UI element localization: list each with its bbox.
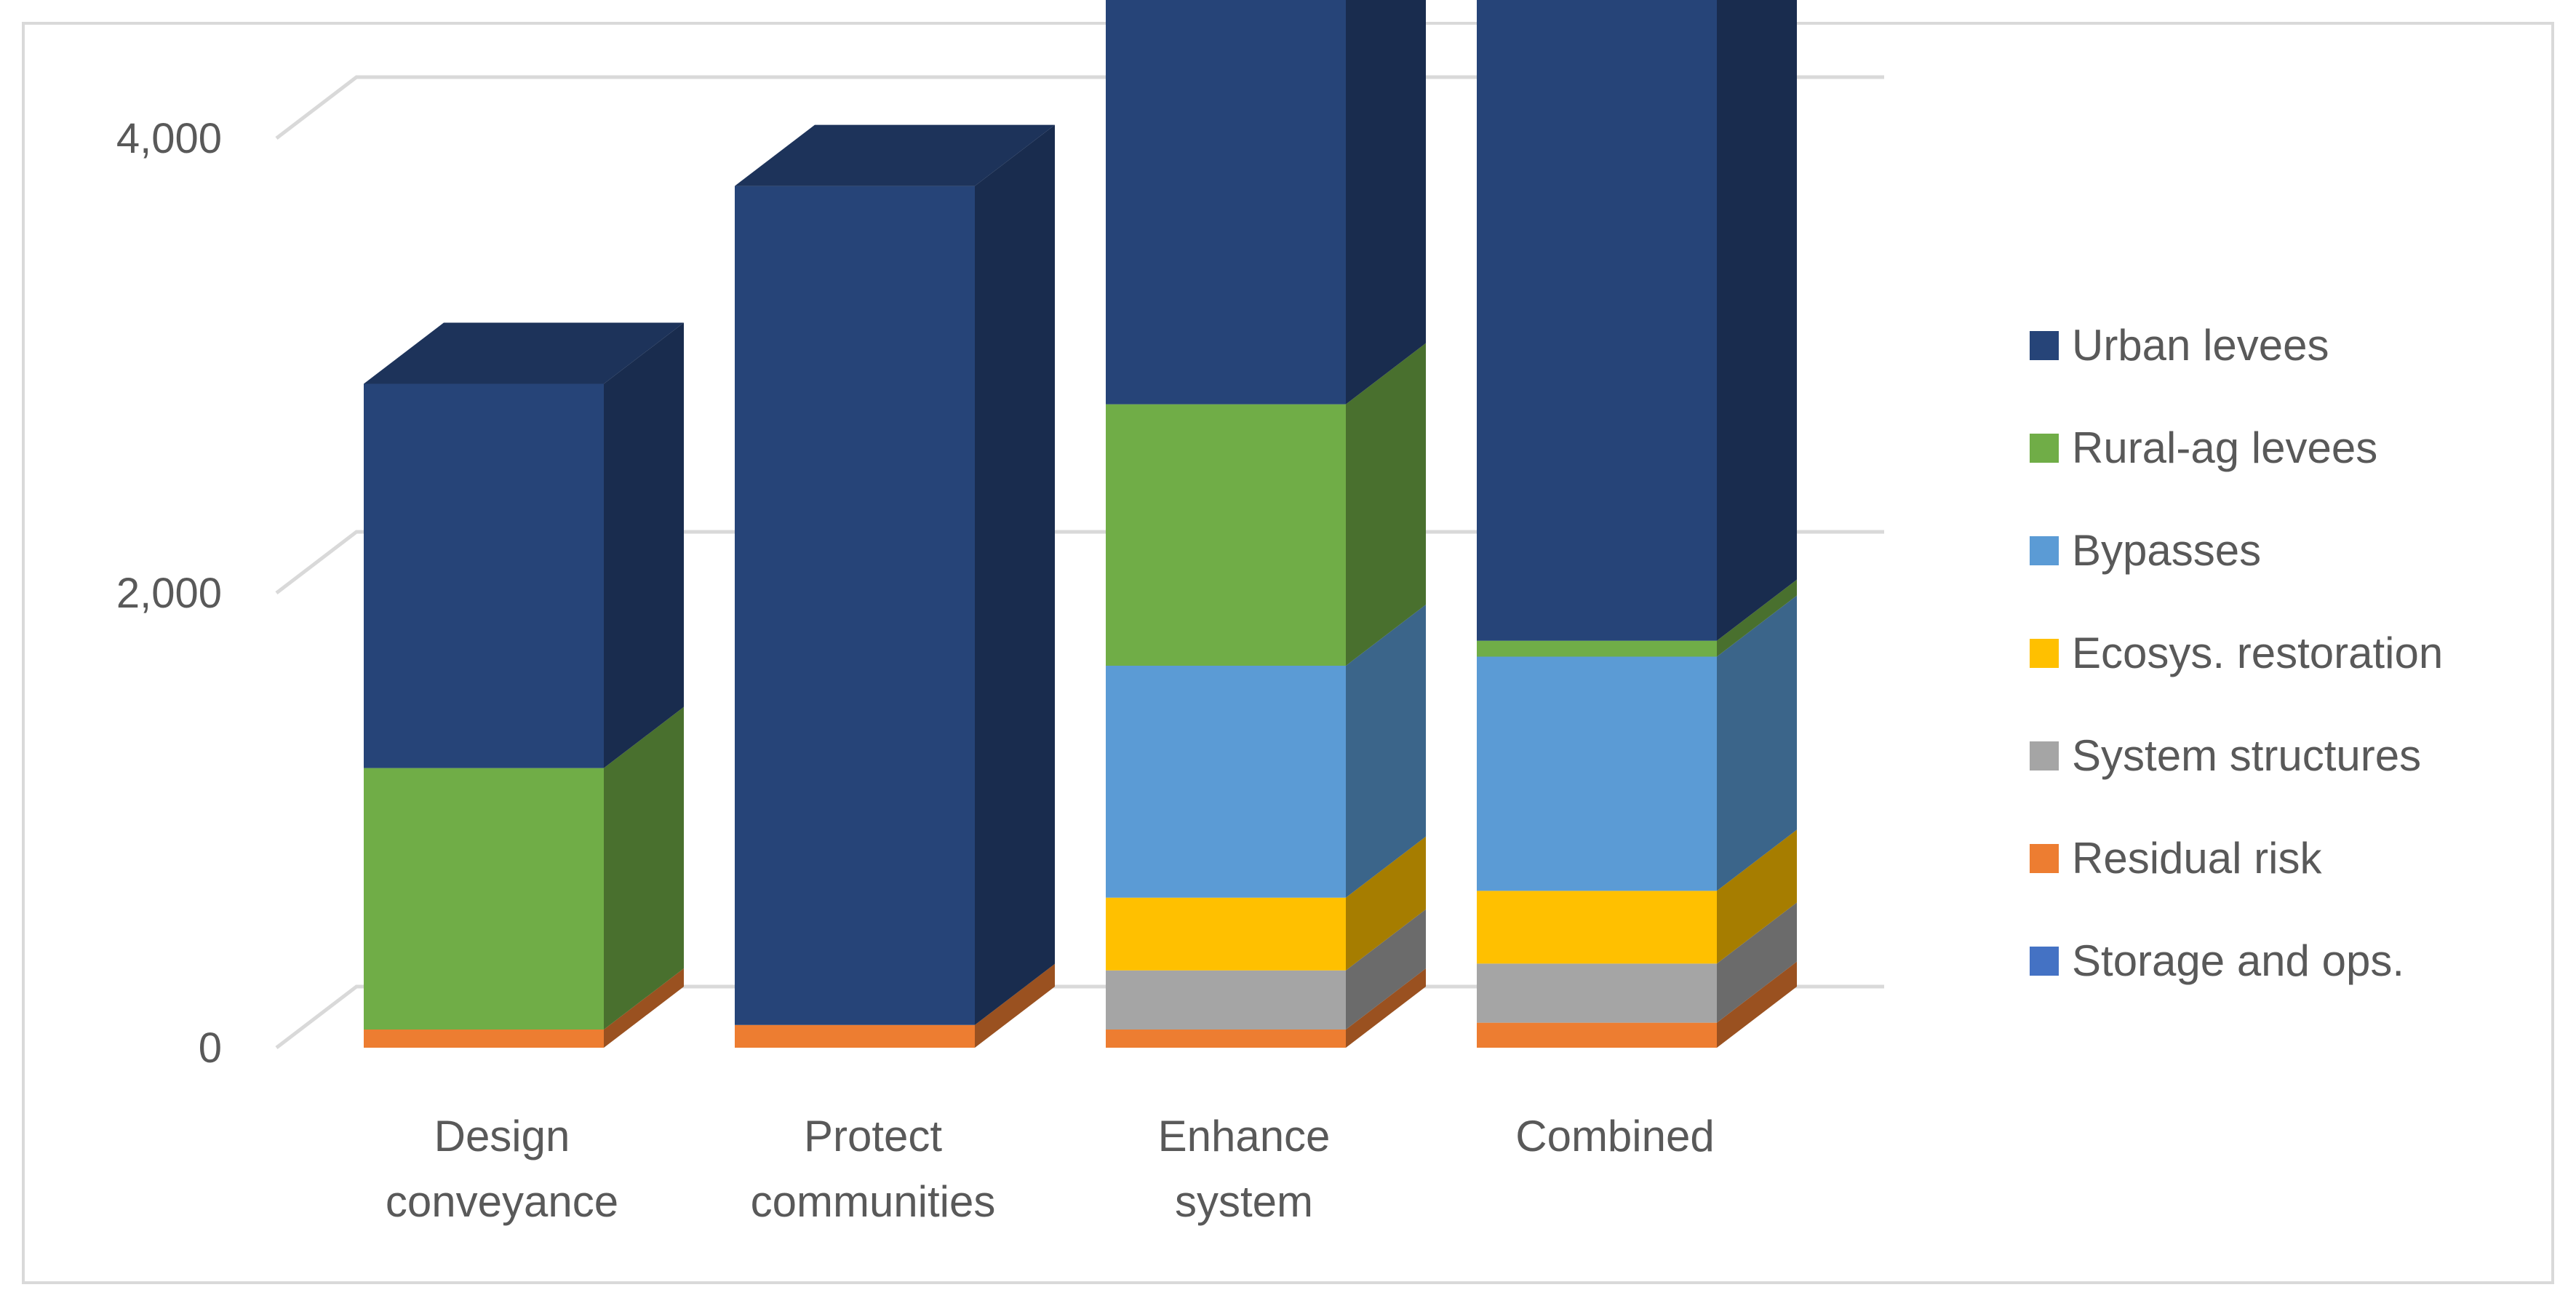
bars <box>364 0 1797 1048</box>
bar-segment-rural-ag-levees <box>1477 640 1717 657</box>
bar-segment-urban-levees <box>1477 0 1717 641</box>
bar-segment-rural-ag-levees <box>1106 404 1346 666</box>
bar-top-urban-levees <box>364 322 684 384</box>
bar-side-bypasses <box>1346 605 1426 898</box>
x-tick-label: Protect communities <box>751 1112 996 1226</box>
bar-segment-bypasses <box>1106 666 1346 898</box>
bar-side-ecosys-restoration <box>1346 836 1426 971</box>
y-tick-label: 2,000 <box>116 570 222 617</box>
legend-item-urban-levees: Urban levees <box>2030 321 2329 370</box>
legend-label: Rural-ag levees <box>2072 423 2377 472</box>
legend-swatch <box>2030 844 2059 873</box>
x-tick-label: Combined <box>1515 1112 1715 1160</box>
bar-segment-urban-levees <box>1106 0 1346 405</box>
legend-item-ecosys-restoration: Ecosys. restoration <box>2030 629 2443 677</box>
bar-segment-residual-risk <box>1106 1030 1346 1048</box>
bar-enhance-system <box>1106 0 1426 1048</box>
bar-side-rural-ag-levees <box>1717 579 1797 657</box>
bar-design-conveyance <box>364 322 684 1048</box>
bar-segment-residual-risk <box>364 1030 604 1048</box>
legend-label: System structures <box>2072 731 2421 780</box>
legend-swatch <box>2030 536 2059 565</box>
legend: Urban levees Rural-ag levees Bypasses Ecosy… <box>2030 321 2443 985</box>
bar-segment-bypasses <box>1477 656 1717 891</box>
bar-segment-urban-levees <box>735 186 975 1025</box>
bar-side-urban-levees <box>1717 0 1797 641</box>
legend-swatch <box>2030 639 2059 668</box>
legend-label: Residual risk <box>2072 834 2322 883</box>
legend-swatch <box>2030 741 2059 771</box>
bar-top-urban-levees <box>735 124 1055 186</box>
legend-item-system-structures: System structures <box>2030 731 2421 780</box>
bar-side-rural-ag-levees <box>604 706 684 1030</box>
legend-label: Storage and ops. <box>2072 936 2404 985</box>
y-tick-label: 4,000 <box>116 115 222 162</box>
bar-side-residual-risk <box>1346 968 1426 1048</box>
bar-segment-residual-risk <box>1477 1022 1717 1048</box>
bar-side-urban-levees <box>975 124 1055 1025</box>
legend-swatch <box>2030 947 2059 976</box>
y-tick-label: 0 <box>199 1024 222 1072</box>
bar-side-system-structures <box>1346 909 1426 1030</box>
legend-label: Bypasses <box>2072 526 2261 575</box>
bar-side-bypasses <box>1717 595 1797 891</box>
legend-label: Urban levees <box>2072 321 2329 370</box>
legend-item-storage-and-ops: Storage and ops. <box>2030 936 2404 985</box>
bar-segment-urban-levees <box>364 383 604 768</box>
bar-side-urban-levees <box>1346 0 1426 405</box>
bar-side-ecosys-restoration <box>1717 829 1797 964</box>
bar-side-rural-ag-levees <box>1346 343 1426 666</box>
bar-side-system-structures <box>1717 902 1797 1023</box>
legend-swatch <box>2030 434 2059 463</box>
bar-side-residual-risk <box>975 963 1055 1048</box>
bar-side-urban-levees <box>604 322 684 768</box>
bar-segment-ecosys-restoration <box>1477 891 1717 964</box>
legend-item-bypasses: Bypasses <box>2030 526 2261 575</box>
legend-item-residual-risk: Residual risk <box>2030 834 2322 883</box>
bar-segment-residual-risk <box>735 1024 975 1048</box>
legend-swatch <box>2030 331 2059 360</box>
bar-protect-communities <box>735 124 1055 1048</box>
legend-item-rural-ag-levees: Rural-ag levees <box>2030 423 2377 472</box>
legend-label: Ecosys. restoration <box>2072 629 2443 677</box>
bar-segment-system-structures <box>1106 970 1346 1030</box>
bar-segment-rural-ag-levees <box>364 768 604 1030</box>
bar-side-residual-risk <box>1717 961 1797 1048</box>
x-tick-label: Design conveyance <box>386 1112 618 1226</box>
bar-side-residual-risk <box>604 968 684 1048</box>
x-axis-ticks: Design conveyance Protect communities Enhanc… <box>386 1112 1715 1226</box>
bar-segment-ecosys-restoration <box>1106 897 1346 971</box>
x-tick-label: Enhance system <box>1158 1112 1331 1226</box>
bar-segment-system-structures <box>1477 963 1717 1023</box>
bar-combined <box>1477 0 1797 1048</box>
